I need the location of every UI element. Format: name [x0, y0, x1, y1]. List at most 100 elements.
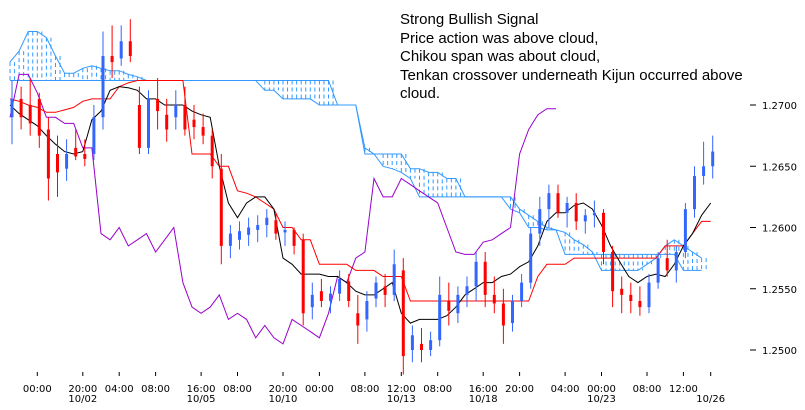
- candlestick: [629, 282, 633, 314]
- candlestick: [438, 276, 442, 347]
- annotation-line: Chikou span was about cloud,: [400, 48, 600, 65]
- candle-body: [183, 105, 187, 130]
- candlestick: [10, 80, 14, 145]
- candle-body: [165, 114, 169, 130]
- candle-body: [347, 281, 351, 301]
- candlestick: [19, 86, 23, 130]
- x-date-label: 10/18: [469, 394, 498, 405]
- candle-body: [638, 301, 642, 308]
- candlestick: [65, 139, 69, 181]
- candlestick: [28, 78, 32, 136]
- annotation: Strong Bullish Signal Price action was a…: [400, 11, 743, 102]
- candle-body: [656, 258, 660, 283]
- candlestick: [228, 225, 232, 259]
- candlestick: [711, 135, 715, 179]
- candle-body: [329, 293, 332, 301]
- candle-body: [356, 313, 360, 326]
- candlestick: [356, 294, 360, 344]
- candlestick: [192, 105, 196, 140]
- candle-body: [401, 270, 405, 357]
- y-tick-label: 1.2650: [762, 162, 797, 173]
- candlestick: [238, 221, 241, 250]
- candlestick: [429, 331, 433, 357]
- candlestick: [319, 278, 323, 308]
- y-tick-label: 1.2550: [762, 285, 797, 296]
- candlestick: [410, 325, 414, 363]
- candle-body: [565, 203, 569, 213]
- candle-body: [83, 154, 87, 159]
- candlestick: [201, 113, 205, 145]
- candle-body: [147, 98, 150, 148]
- candle-body: [702, 166, 706, 177]
- candle-body: [410, 335, 414, 350]
- candle-body: [37, 98, 41, 136]
- candle-body: [10, 98, 14, 118]
- x-tick-label: 00:00: [587, 384, 616, 395]
- candlestick: [592, 200, 596, 228]
- candlestick: [492, 276, 496, 314]
- candlestick: [92, 105, 96, 161]
- candlestick: [538, 196, 542, 246]
- candlestick: [128, 19, 132, 63]
- candle-body: [192, 119, 196, 128]
- candlestick: [501, 288, 505, 344]
- candle-body: [19, 98, 23, 118]
- candlestick: [283, 221, 287, 246]
- candlestick: [301, 233, 305, 326]
- candle-body: [520, 282, 524, 301]
- candle-body: [693, 176, 696, 210]
- candle-body: [420, 343, 423, 350]
- candle-body: [28, 105, 32, 124]
- candlestick: [420, 327, 423, 363]
- candle-body: [256, 225, 260, 230]
- candle-body: [429, 340, 433, 350]
- x-tick-label: 20:00: [505, 384, 534, 395]
- x-tick-label: 04:00: [551, 384, 580, 395]
- candlestick: [583, 209, 587, 234]
- candle-body: [92, 117, 96, 154]
- candlestick: [74, 129, 78, 161]
- candlestick: [556, 184, 560, 218]
- candle-body: [465, 286, 469, 295]
- candle-body: [374, 282, 378, 299]
- candle-body: [447, 301, 451, 311]
- candlestick: [83, 139, 87, 167]
- candle-body: [174, 105, 178, 118]
- candle-body: [128, 41, 132, 56]
- candle-body: [65, 154, 69, 169]
- x-date-label: 10/13: [387, 394, 416, 405]
- candle-body: [674, 252, 678, 271]
- candle-body: [101, 56, 105, 118]
- x-tick-label: 20:00: [269, 384, 298, 395]
- candle-body: [483, 261, 487, 295]
- x-tick-label: 00:00: [305, 384, 334, 395]
- candle-body: [583, 215, 587, 222]
- candlestick: [674, 245, 678, 283]
- x-date-label: 10/05: [187, 394, 216, 405]
- candle-body: [365, 301, 369, 320]
- candle-body: [602, 212, 605, 252]
- annotation-line: Price action was above cloud,: [400, 30, 598, 47]
- candle-body: [492, 294, 496, 304]
- candle-body: [319, 291, 323, 301]
- candle-body: [538, 209, 542, 234]
- candlestick: [693, 166, 696, 218]
- candlestick: [447, 282, 451, 326]
- candlestick: [247, 217, 251, 246]
- annotation-line: Tenkan crossover underneath Kijun occurr…: [400, 67, 743, 84]
- candle-body: [474, 261, 478, 287]
- candlestick: [565, 196, 569, 228]
- candlestick: [665, 239, 669, 277]
- candlestick: [365, 291, 369, 332]
- x-tick-label: 00:00: [23, 384, 52, 395]
- candle-body: [292, 229, 296, 246]
- annotation-line: Strong Bullish Signal: [400, 11, 538, 28]
- chikou-span-line: [9, 73, 556, 345]
- candlestick: [174, 90, 178, 130]
- candle-body: [556, 193, 560, 213]
- candlestick: [147, 90, 150, 154]
- candlestick: [329, 286, 332, 314]
- candle-body: [201, 127, 205, 136]
- candle-body: [438, 294, 442, 341]
